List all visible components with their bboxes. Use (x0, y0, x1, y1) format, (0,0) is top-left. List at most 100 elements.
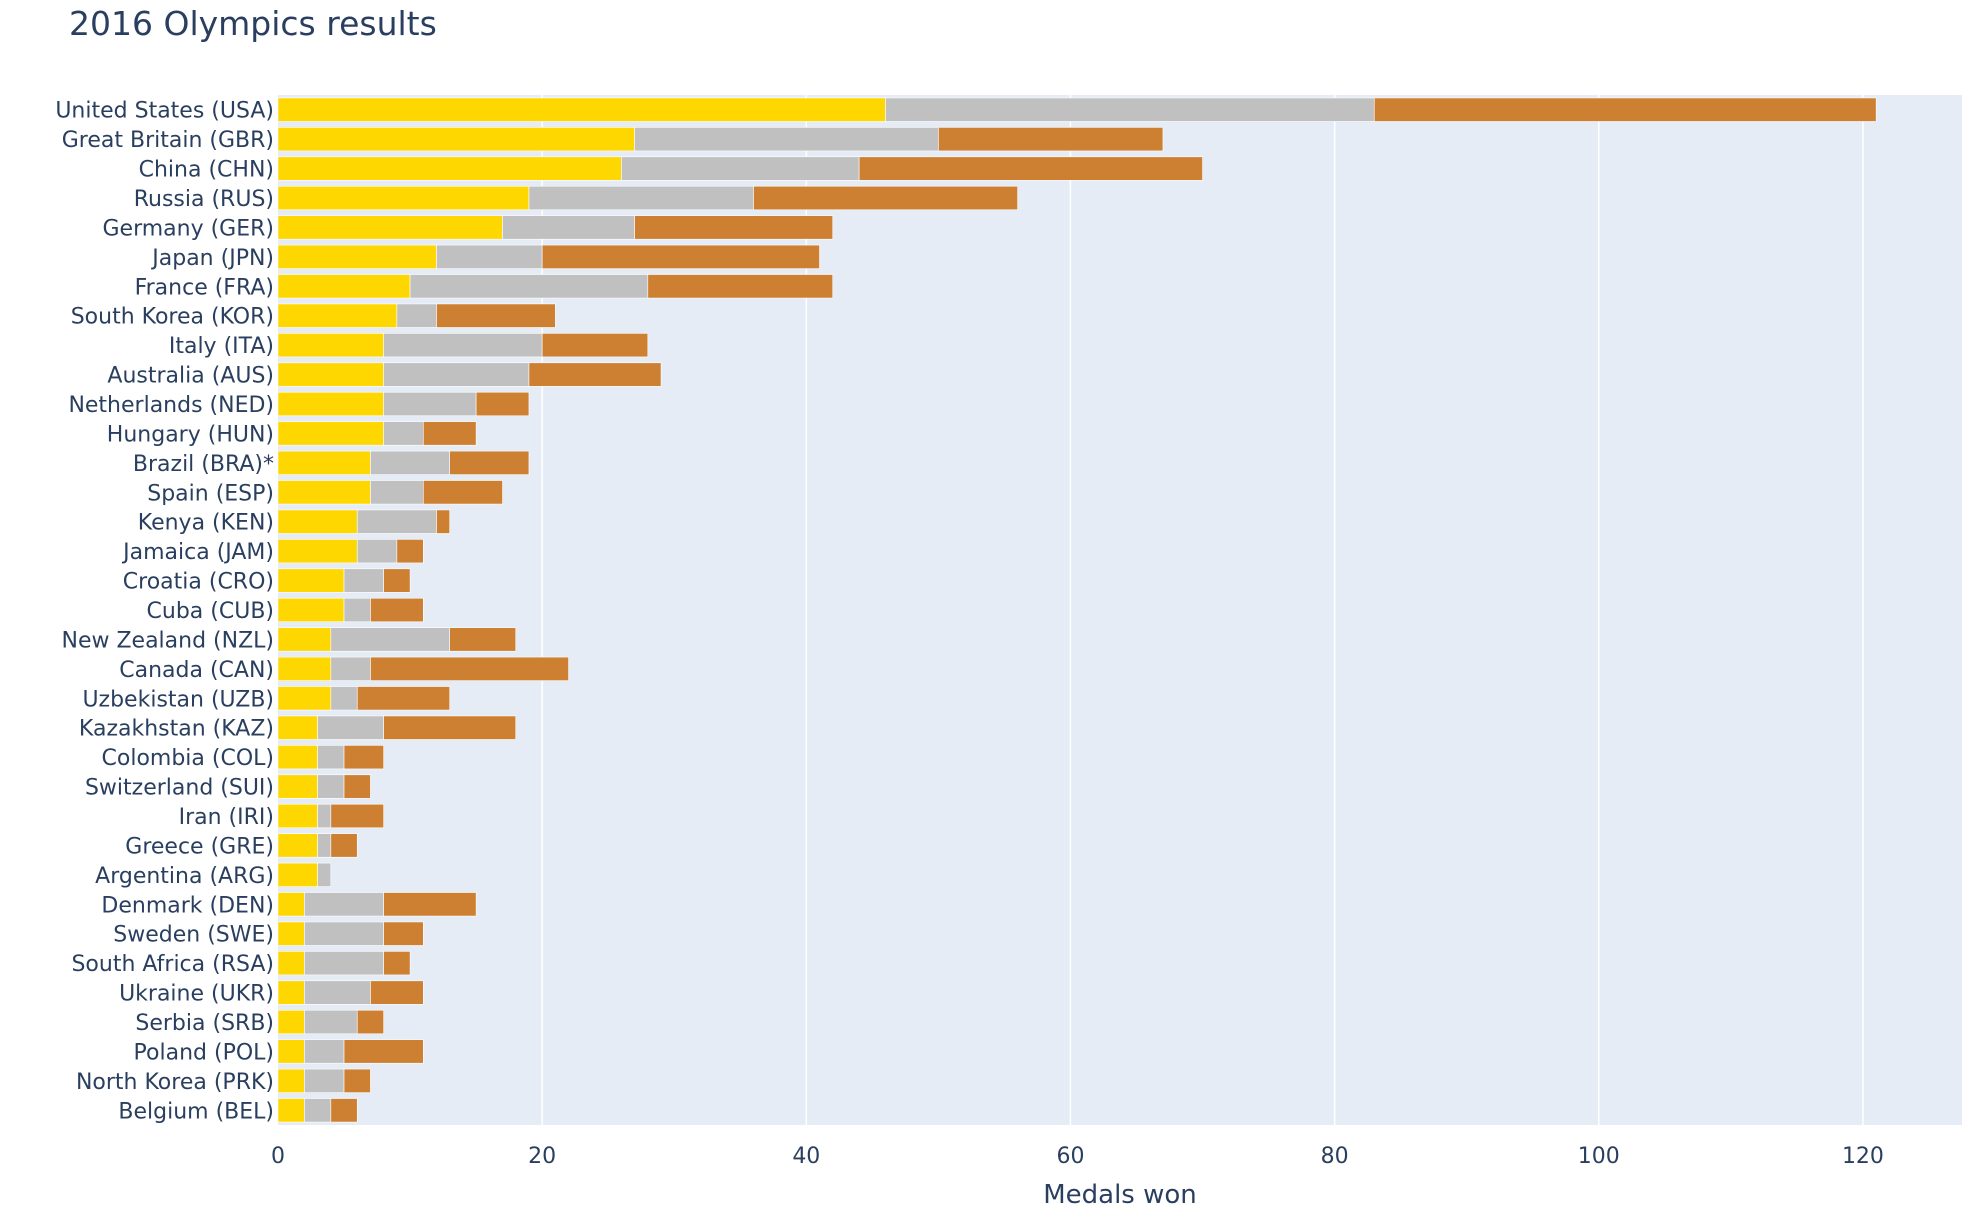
y-tick-label: Uzbekistan (UZB) (82, 687, 274, 712)
bar-segment (621, 156, 860, 181)
y-tick-label: Russia (RUS) (134, 187, 274, 212)
bar-segment (277, 745, 318, 770)
bar-segment (356, 539, 398, 564)
y-tick-label: Germany (GER) (102, 216, 274, 241)
bar-segment (277, 539, 358, 564)
bar-segment (317, 745, 345, 770)
bar-segment (277, 686, 332, 711)
y-tick-label: Iran (IRI) (179, 805, 274, 830)
bar-segment (449, 450, 530, 475)
bar-segment (330, 686, 358, 711)
bar-segment (277, 362, 384, 387)
bar-segment (277, 774, 318, 799)
bar-segment (436, 509, 451, 534)
bars (277, 97, 1877, 1123)
bar-segment (330, 627, 451, 652)
bar-segment (343, 774, 371, 799)
bar-segment (317, 774, 345, 799)
bar-segment (343, 1039, 424, 1064)
y-tick-label: New Zealand (NZL) (61, 628, 274, 653)
bar-segment (277, 421, 384, 446)
bar-segment (383, 568, 411, 593)
y-tick-label: Australia (AUS) (107, 364, 274, 389)
bar-segment (277, 509, 358, 534)
bar-segment (383, 951, 411, 976)
x-tick-label: 20 (528, 1144, 556, 1169)
bar-segment (436, 244, 543, 269)
bar-segment (396, 539, 424, 564)
y-tick-label: Great Britain (GBR) (62, 128, 274, 153)
bar-segment (304, 921, 384, 946)
y-tick-label: Serbia (SRB) (135, 1011, 274, 1036)
bar-segment (277, 568, 345, 593)
bar-segment (330, 833, 358, 858)
y-tick-label: Jamaica (JAM) (121, 540, 274, 565)
chart-title: 2016 Olympics results (69, 4, 437, 43)
x-axis-ticks: 0 20 40 60 80 100 120 (271, 1144, 1884, 1169)
bar-segment (541, 244, 820, 269)
y-tick-label: Ukraine (UKR) (119, 982, 274, 1007)
bar-segment (356, 686, 451, 711)
bar-segment (277, 303, 398, 328)
x-axis-title: Medals won (1043, 1180, 1197, 1210)
x-tick-label: 100 (1578, 1144, 1620, 1169)
x-tick-label: 60 (1056, 1144, 1084, 1169)
bar-segment (317, 862, 332, 887)
y-tick-label: South Africa (RSA) (71, 952, 274, 977)
bar-segment (370, 980, 424, 1005)
bar-segment (502, 215, 635, 240)
bar-segment (277, 951, 305, 976)
bar-segment (277, 480, 371, 505)
y-tick-label: France (FRA) (135, 275, 274, 300)
bar-segment (277, 215, 503, 240)
bar-segment (885, 97, 1375, 122)
bar-segment (277, 156, 622, 181)
bar-segment (277, 980, 305, 1005)
bar-segment (634, 127, 939, 152)
bar-segment (277, 862, 318, 887)
bar-segment (541, 333, 649, 358)
bar-segment (277, 627, 332, 652)
bar-segment (277, 892, 305, 917)
bar-segment (277, 450, 371, 475)
bar-segment (304, 1068, 345, 1093)
bar-segment (277, 274, 411, 299)
x-tick-label: 40 (792, 1144, 820, 1169)
bar-segment (528, 185, 754, 211)
y-tick-label: Belgium (BEL) (118, 1099, 274, 1124)
bar-segment (277, 1039, 305, 1064)
y-tick-label: Switzerland (SUI) (85, 776, 274, 801)
bar-segment (277, 803, 318, 829)
y-tick-label: Netherlands (NED) (68, 393, 274, 418)
y-axis-labels: United States (USA) Great Britain (GBR) Ch… (55, 99, 274, 1125)
bar-segment (277, 656, 332, 681)
y-tick-label: Hungary (HUN) (107, 422, 274, 447)
bar-segment (277, 333, 384, 358)
bar-segment (647, 274, 834, 299)
bar-segment (277, 244, 437, 269)
bar-segment (317, 833, 332, 858)
y-tick-label: South Korea (KOR) (71, 305, 274, 330)
y-tick-label: Croatia (CRO) (123, 570, 274, 595)
bar-segment (858, 156, 1203, 181)
bar-segment (370, 597, 424, 623)
bar-segment (277, 185, 530, 211)
y-tick-label: Argentina (ARG) (95, 864, 274, 889)
y-tick-label: Greece (GRE) (125, 834, 274, 859)
y-tick-label: Poland (POL) (134, 1040, 274, 1065)
bar-segment (304, 1009, 358, 1035)
bar-segment (277, 1098, 305, 1123)
y-tick-label: Canada (CAN) (119, 658, 274, 683)
y-tick-label: United States (USA) (55, 99, 274, 124)
bar-segment (277, 921, 305, 946)
y-tick-label: Japan (JPN) (150, 246, 274, 271)
bar-segment (383, 421, 424, 446)
bar-segment (475, 391, 530, 417)
bar-segment (343, 745, 384, 770)
bar-segment (528, 362, 662, 387)
bar-segment (277, 833, 318, 858)
bar-segment (383, 892, 477, 917)
bar-segment (277, 597, 345, 623)
